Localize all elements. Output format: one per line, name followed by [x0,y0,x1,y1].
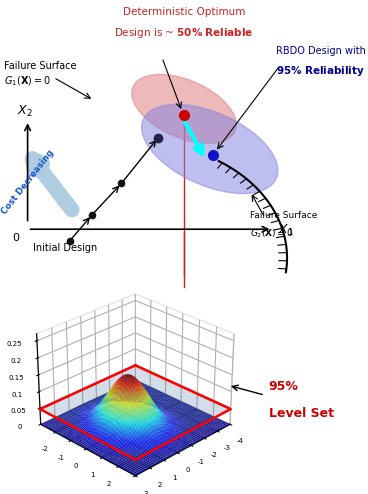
Text: Level Set: Level Set [269,408,334,420]
Text: 0: 0 [12,233,19,243]
Text: Initial Design: Initial Design [33,243,98,253]
Text: Design is ~ $\mathbf{50\%}$ $\mathbf{Reliable}$: Design is ~ $\mathbf{50\%}$ $\mathbf{Rel… [114,26,254,40]
Text: 95%: 95% [269,380,298,393]
Ellipse shape [142,104,278,194]
Text: $G_1(\mathbf{X})=0$: $G_1(\mathbf{X})=0$ [4,75,50,88]
Ellipse shape [132,75,236,143]
Text: $X_1$: $X_1$ [278,222,294,238]
Text: $X_2$: $X_2$ [17,104,32,119]
Text: Cost Decreasing: Cost Decreasing [0,148,56,216]
Text: Deterministic Optimum: Deterministic Optimum [123,7,245,17]
Text: Failure Surface: Failure Surface [4,61,76,71]
Text: RBDO Design with: RBDO Design with [276,46,366,56]
Text: $G_2(\mathbf{X})=0$: $G_2(\mathbf{X})=0$ [250,227,294,240]
Text: Failure Surface: Failure Surface [250,211,318,220]
Text: $\mathbf{95\%}$ $\mathbf{Reliability}$: $\mathbf{95\%}$ $\mathbf{Reliability}$ [276,65,365,79]
